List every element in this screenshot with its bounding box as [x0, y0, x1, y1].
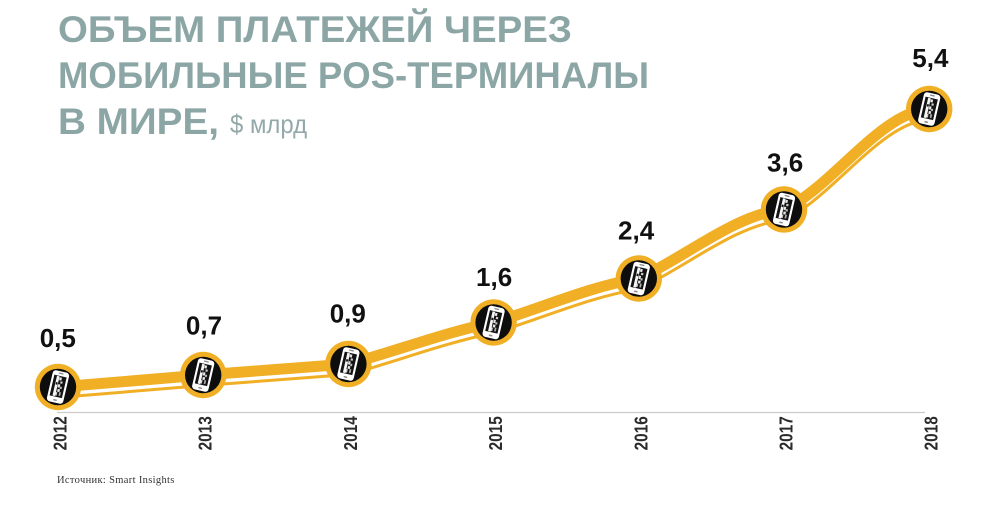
svg-text:0,5: 0,5 [40, 323, 76, 353]
svg-text:5,4: 5,4 [912, 43, 949, 73]
svg-text:2018: 2018 [921, 416, 942, 450]
svg-text:1,6: 1,6 [476, 262, 512, 292]
svg-text:0,9: 0,9 [330, 298, 366, 328]
svg-text:2016: 2016 [631, 416, 652, 450]
svg-text:2017: 2017 [776, 416, 797, 450]
svg-text:2015: 2015 [486, 416, 507, 450]
svg-text:0,7: 0,7 [186, 310, 222, 340]
svg-text:2014: 2014 [341, 416, 362, 451]
svg-text:3,6: 3,6 [767, 148, 803, 178]
svg-text:2013: 2013 [195, 416, 216, 450]
svg-text:2,4: 2,4 [618, 216, 655, 246]
svg-text:2012: 2012 [50, 416, 71, 450]
